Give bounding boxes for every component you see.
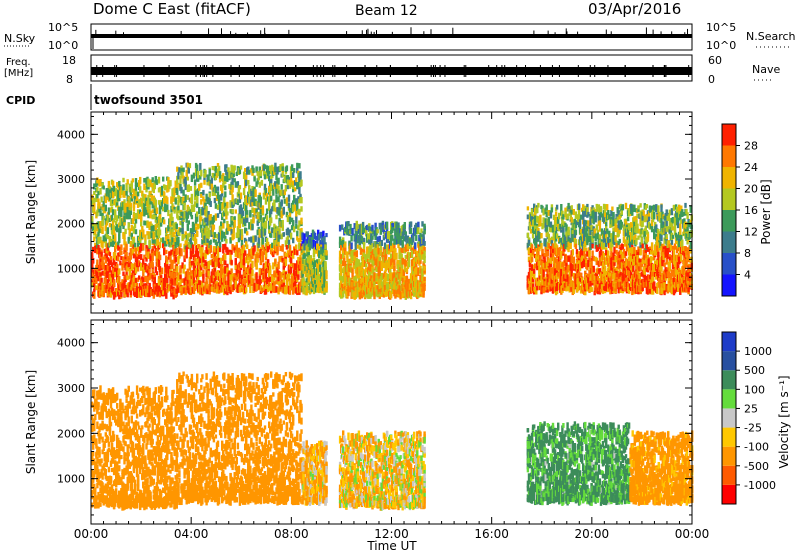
nsky-tick-high: 10^5 xyxy=(48,21,78,34)
colorbar-tick-label: -500 xyxy=(744,460,769,473)
colorbar-segment xyxy=(722,465,736,485)
power-axes: 4000 3000 2000 1000 xyxy=(57,112,693,314)
nsky-label: N.Sky xyxy=(4,32,36,45)
velocity-colorbar-label: Velocity [m s⁻¹] xyxy=(777,375,791,468)
x-tick-label: 16:00 xyxy=(474,527,509,541)
colorbar-segment xyxy=(722,274,736,296)
colorbar-segment xyxy=(722,408,736,428)
colorbar-tick-label: 28 xyxy=(744,140,758,153)
colorbar-tick-label: 24 xyxy=(744,161,758,174)
colorbar-tick-label: 100 xyxy=(744,383,765,396)
velocity-colorbar: 1000 500 100 25 -25 -100 -500 -1000 xyxy=(721,331,776,505)
colorbar-tick-label: 1000 xyxy=(744,345,772,358)
power-ylabel: Slant Range [km] xyxy=(24,160,38,264)
velocity-axes: 4000 3000 2000 1000 xyxy=(57,320,693,525)
power-scatter xyxy=(91,162,693,300)
power-colorbar: 28 24 20 16 12 8 4 xyxy=(721,123,758,297)
x-tick-label: 04:00 xyxy=(174,527,209,541)
nave-label: Nave xyxy=(752,63,780,76)
colorbar-tick-label: -25 xyxy=(744,422,762,435)
colorbar-segment xyxy=(722,167,736,189)
freq-tick-high: 18 xyxy=(62,54,76,67)
nsearch-label: N.Search xyxy=(746,30,796,43)
colorbar-tick-label: -1000 xyxy=(744,479,776,492)
y-tick-label: 4000 xyxy=(57,128,85,141)
freq-unit: [MHz] xyxy=(4,68,33,79)
colorbar-segment xyxy=(722,332,736,352)
y-tick-label: 3000 xyxy=(57,382,85,395)
colorbar-segment xyxy=(722,124,736,146)
y-tick-label: 1000 xyxy=(57,262,85,275)
cpid-label: CPID xyxy=(6,94,35,107)
colorbar-segment xyxy=(722,484,736,504)
colorbar-tick-label: 16 xyxy=(744,204,758,217)
time-axis-label: Time UT xyxy=(366,539,417,553)
velocity-ylabel: Slant Range [km] xyxy=(24,370,38,474)
freq-tick-low: 8 xyxy=(66,73,73,86)
colorbar-tick-label: 25 xyxy=(744,402,758,415)
y-tick-label: 2000 xyxy=(57,218,85,231)
nave-tick-high: 60 xyxy=(708,54,722,67)
colorbar-segment xyxy=(722,427,736,447)
nsearch-tick-high: 10^5 xyxy=(706,21,736,34)
colorbar-segment xyxy=(722,370,736,390)
colorbar-segment xyxy=(722,389,736,409)
beam-title: Beam 12 xyxy=(355,3,418,19)
time-axis: 00:00 04:00 08:00 12:00 16:00 20:00 00:00 xyxy=(74,527,710,541)
x-tick-label: 20:00 xyxy=(575,527,610,541)
colorbar-tick-label: 8 xyxy=(744,247,751,260)
nsky-tick-low: 10^0 xyxy=(48,39,78,52)
nave-tick-low: 0 xyxy=(708,73,715,86)
x-tick-label: 00:00 xyxy=(675,527,710,541)
velocity-scatter xyxy=(91,371,694,511)
x-tick-label: 00:00 xyxy=(74,527,109,541)
y-tick-label: 4000 xyxy=(57,337,85,350)
colorbar-tick-label: 12 xyxy=(744,226,758,239)
colorbar-segment xyxy=(722,446,736,466)
date-title: 03/Apr/2016 xyxy=(588,0,681,18)
colorbar-segment xyxy=(722,231,736,253)
power-colorbar-label: Power [dB] xyxy=(759,179,773,244)
cpid-value: twofsound 3501 xyxy=(94,93,203,107)
colorbar-segment xyxy=(722,351,736,371)
station-title: Dome C East (fitACF) xyxy=(93,0,251,18)
colorbar-segment xyxy=(722,145,736,167)
y-tick-label: 3000 xyxy=(57,173,85,186)
colorbar-tick-label: 4 xyxy=(744,269,751,282)
y-tick-label: 2000 xyxy=(57,427,85,440)
colorbar-segment xyxy=(722,210,736,232)
colorbar-segment xyxy=(722,253,736,275)
freq-label: Freq. xyxy=(6,57,31,68)
x-tick-label: 12:00 xyxy=(374,527,409,541)
colorbar-segment xyxy=(722,188,736,210)
x-tick-label: 08:00 xyxy=(274,527,309,541)
nsky-trace xyxy=(91,27,692,49)
colorbar-tick-label: 500 xyxy=(744,364,765,377)
colorbar-tick-label: 20 xyxy=(744,183,758,196)
colorbar-tick-label: -100 xyxy=(744,441,769,454)
y-tick-label: 1000 xyxy=(57,473,85,486)
nsearch-tick-low: 10^0 xyxy=(706,39,736,52)
freq-trace xyxy=(91,65,692,77)
